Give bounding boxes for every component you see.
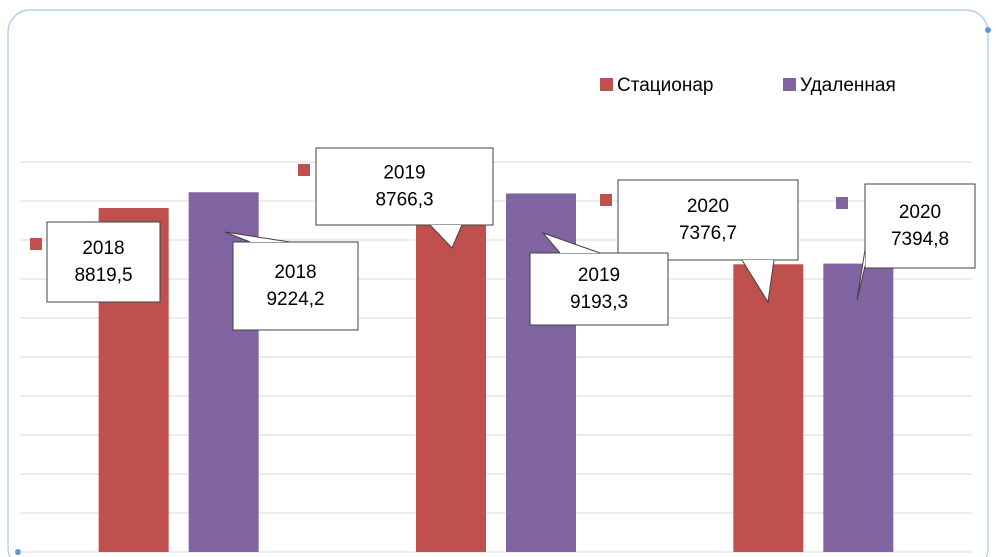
label-key xyxy=(600,194,612,206)
data-label-category: 2018 xyxy=(82,238,124,259)
bar xyxy=(823,263,894,552)
callout-box xyxy=(46,221,161,303)
data-label: 9224,2 xyxy=(266,289,324,310)
callout-box xyxy=(232,241,359,331)
data-label: 8766,3 xyxy=(375,190,433,211)
callout-tail-fill xyxy=(742,260,774,302)
grid xyxy=(20,161,972,553)
bar xyxy=(416,210,486,552)
callout-box xyxy=(529,252,669,326)
label-key xyxy=(836,197,848,209)
legend: Стационар Удаленная xyxy=(600,75,896,96)
callout-box xyxy=(315,147,494,226)
legend-label: Стационар xyxy=(617,75,713,96)
legend-swatch xyxy=(783,78,796,91)
callout-tail xyxy=(856,249,866,301)
callout-tail xyxy=(741,259,775,304)
data-label: 9193,3 xyxy=(570,292,628,313)
data-label-category: 2019 xyxy=(578,265,620,286)
data-label: 8819,5 xyxy=(74,265,132,286)
data-label-category: 2019 xyxy=(383,163,425,184)
frame-dot xyxy=(985,27,991,33)
data-label: 7394,8 xyxy=(891,229,949,250)
data-labels: 2018 8819,5 2019 8766,3 2020 7376,7 2018 9224,2… xyxy=(30,147,976,331)
legend-label: Удаленная xyxy=(800,75,896,96)
data-label-category: 2020 xyxy=(687,196,729,217)
callout-tail xyxy=(224,231,291,243)
data-label-category: 2018 xyxy=(274,262,316,283)
bar xyxy=(733,264,804,552)
data-label-category: 2020 xyxy=(899,202,941,223)
callout-box xyxy=(617,179,799,261)
frame-dot xyxy=(15,549,21,555)
label-key xyxy=(30,238,42,250)
callout-box xyxy=(864,183,976,269)
callout-tail xyxy=(541,231,601,254)
label-key xyxy=(298,164,310,176)
data-label: 7376,7 xyxy=(679,223,737,244)
legend-swatch xyxy=(600,78,613,91)
callout-tail xyxy=(429,224,463,249)
